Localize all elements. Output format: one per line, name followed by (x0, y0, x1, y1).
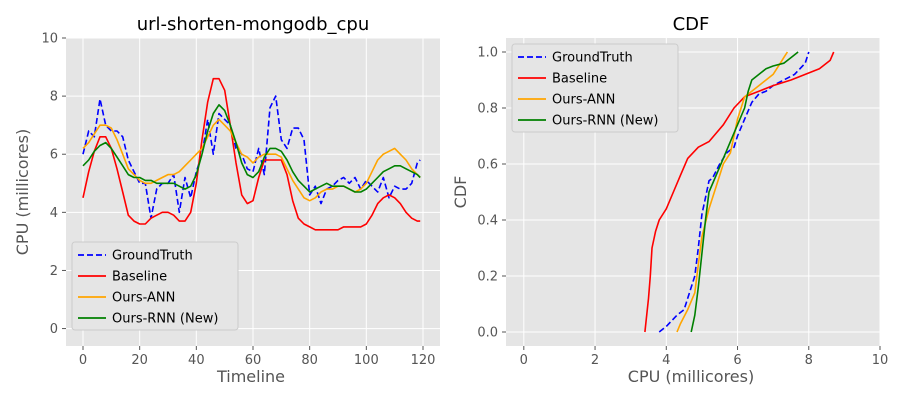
series-line-ours-rnn-new (82, 104, 421, 193)
y-tick-label: 10 (41, 32, 58, 47)
panel-left: 0 20 40 60 80 100 120 0 2 4 6 8 10 url-shorten-mongo… (13, 14, 440, 386)
x-axis-label-right: CPU (millicores) (628, 367, 754, 386)
y-tick-label: 0.6 (477, 158, 498, 173)
x-tick-label: 0 (79, 353, 87, 368)
series-line-ours-ann (676, 51, 789, 333)
x-tick-label: 20 (131, 353, 148, 368)
x-tick-label: 40 (188, 353, 205, 368)
x-tick-label: 4 (662, 353, 670, 368)
legend-right: GroundTruth Baseline Ours-ANN Ours-RNN (New… (511, 43, 679, 133)
panel-right: 0 2 4 6 8 10 0.0 0.2 0.4 0.6 0.8 1.0 CDF CPU (milli… (451, 14, 888, 386)
y-tick-label: 1.0 (477, 46, 498, 61)
legend-entry-label: GroundTruth (112, 249, 193, 264)
y-tick-label: 0.2 (477, 270, 498, 285)
legend-box (71, 241, 239, 331)
y-axis-label-right: CDF (451, 176, 470, 209)
x-axis-label-left: Timeline (216, 367, 285, 386)
y-axis-label-left: CPU (millicores) (13, 129, 32, 255)
legend-entry-label: Ours-ANN (112, 291, 175, 306)
legend-left: GroundTruth Baseline Ours-ANN Ours-RNN (New… (71, 241, 239, 331)
chart-title-right: CDF (673, 14, 710, 35)
y-tick-label: 0.8 (477, 102, 498, 117)
x-tick-label: 10 (872, 353, 889, 368)
x-tick-label: 120 (411, 353, 436, 368)
y-tick-label: 4 (50, 206, 58, 221)
grid-right (506, 38, 881, 346)
y-tick-label: 0.0 (477, 326, 498, 341)
ticks-right: 0 2 4 6 8 10 0.0 0.2 0.4 0.6 0.8 1.0 (477, 46, 888, 369)
x-tick-label: 100 (354, 353, 379, 368)
y-tick-label: 0.4 (477, 214, 498, 229)
x-tick-label: 6 (733, 353, 741, 368)
chart-title-left: url-shorten-mongodb_cpu (137, 14, 370, 35)
series-line-ours-rnn-new (690, 51, 799, 333)
legend-entry-label: Baseline (552, 72, 607, 87)
legend-box (511, 43, 679, 133)
x-tick-label: 0 (520, 353, 528, 368)
x-tick-label: 80 (301, 353, 318, 368)
series-line-baseline (644, 51, 835, 333)
series-left (82, 77, 421, 231)
series-line-baseline (82, 77, 421, 231)
y-tick-label: 2 (50, 264, 58, 279)
x-tick-label: 8 (805, 353, 813, 368)
legend-entry-label: Baseline (112, 270, 167, 285)
ticks-left: 0 20 40 60 80 100 120 0 2 4 6 8 10 (41, 32, 435, 369)
y-tick-label: 0 (50, 322, 58, 337)
series-line-ours-ann (82, 118, 421, 202)
series-right (644, 51, 835, 333)
legend-entry-label: Ours-ANN (552, 93, 615, 108)
legend-entry-label: Ours-RNN (New) (112, 312, 218, 327)
legend-entry-label: GroundTruth (552, 51, 633, 66)
x-tick-label: 60 (245, 353, 262, 368)
y-tick-label: 6 (50, 148, 58, 163)
series-line-groundtruth (658, 51, 810, 333)
legend-entry-label: Ours-RNN (New) (552, 114, 658, 129)
x-tick-label: 2 (591, 353, 599, 368)
y-tick-label: 8 (50, 90, 58, 105)
